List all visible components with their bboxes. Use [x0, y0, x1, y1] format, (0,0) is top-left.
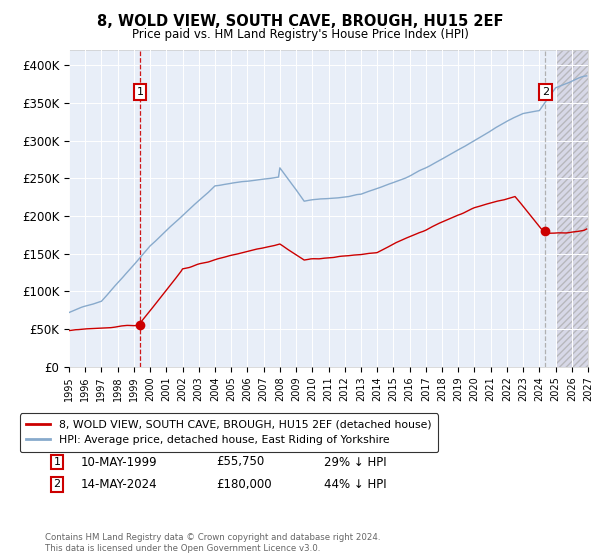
Text: £55,750: £55,750 [216, 455, 264, 469]
Text: 8, WOLD VIEW, SOUTH CAVE, BROUGH, HU15 2EF: 8, WOLD VIEW, SOUTH CAVE, BROUGH, HU15 2… [97, 14, 503, 29]
Text: 1: 1 [53, 457, 61, 467]
Text: 10-MAY-1999: 10-MAY-1999 [81, 455, 158, 469]
Text: 1: 1 [136, 87, 143, 97]
Text: 14-MAY-2024: 14-MAY-2024 [81, 478, 158, 491]
Text: 2: 2 [542, 87, 549, 97]
Text: Contains HM Land Registry data © Crown copyright and database right 2024.
This d: Contains HM Land Registry data © Crown c… [45, 533, 380, 553]
Bar [556, 50, 588, 367]
Text: Price paid vs. HM Land Registry's House Price Index (HPI): Price paid vs. HM Land Registry's House … [131, 28, 469, 41]
Legend: 8, WOLD VIEW, SOUTH CAVE, BROUGH, HU15 2EF (detached house), HPI: Average price,: 8, WOLD VIEW, SOUTH CAVE, BROUGH, HU15 2… [20, 413, 438, 452]
Text: 29% ↓ HPI: 29% ↓ HPI [324, 455, 386, 469]
Text: 2: 2 [53, 479, 61, 489]
Text: 44% ↓ HPI: 44% ↓ HPI [324, 478, 386, 491]
Text: £180,000: £180,000 [216, 478, 272, 491]
